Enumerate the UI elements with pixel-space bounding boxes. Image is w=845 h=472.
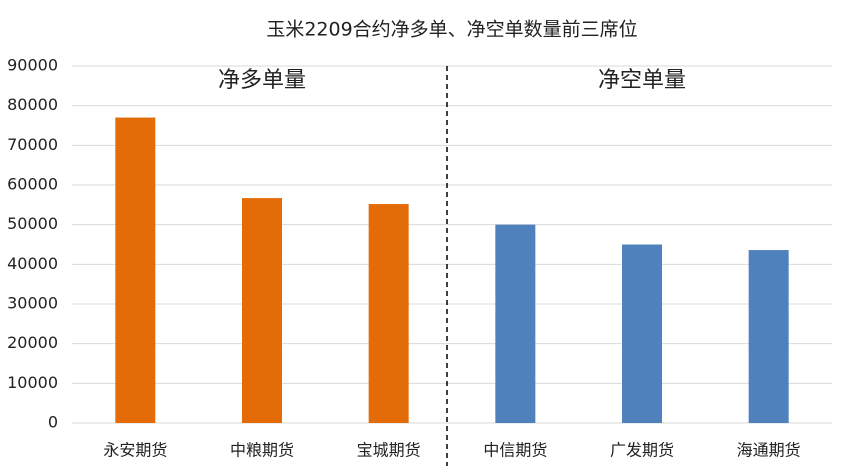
y-tick-label: 30000 <box>7 294 58 313</box>
x-tick-label: 海通期货 <box>737 441 801 460</box>
bar <box>622 244 662 423</box>
y-tick-label: 20000 <box>7 333 58 352</box>
y-tick-label: 70000 <box>7 135 58 154</box>
bar <box>495 224 536 423</box>
y-tick-label: 40000 <box>7 254 58 273</box>
y-tick-label: 10000 <box>7 373 58 392</box>
y-tick-label: 0 <box>48 413 58 432</box>
chart-title: 玉米2209合约净多单、净空单数量前三席位 <box>266 19 637 41</box>
bar <box>368 204 409 423</box>
x-tick-label: 中信期货 <box>483 441 547 460</box>
y-tick-label: 80000 <box>7 95 58 114</box>
bar <box>115 117 156 424</box>
y-tick-label: 50000 <box>7 214 58 233</box>
x-tick-label: 中粮期货 <box>230 441 294 460</box>
group-label: 净空单量 <box>598 68 686 93</box>
y-tick-label: 60000 <box>7 175 58 194</box>
bar <box>748 250 789 423</box>
x-tick-label: 永安期货 <box>103 441 167 460</box>
x-tick-label: 广发期货 <box>610 441 674 460</box>
group-label: 净多单量 <box>218 68 306 93</box>
y-tick-label: 90000 <box>7 56 58 75</box>
bar <box>242 198 282 423</box>
x-tick-label: 宝城期货 <box>357 441 421 460</box>
